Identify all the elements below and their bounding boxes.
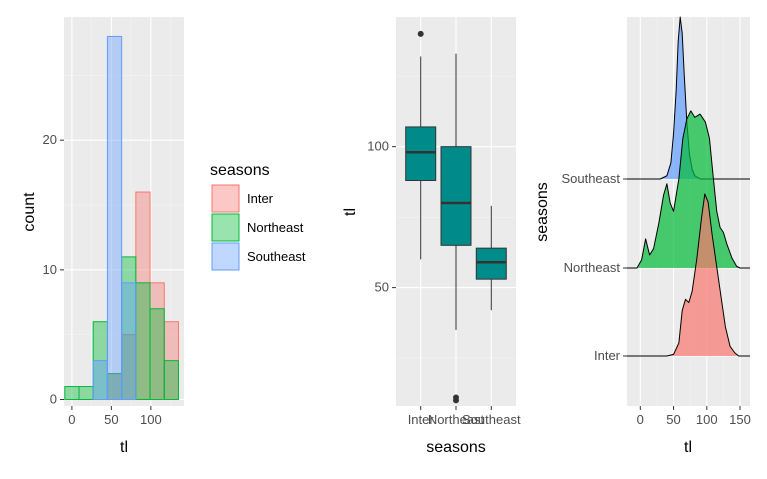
legend-label-inter: Inter (247, 191, 274, 206)
box-northeast (440, 146, 472, 246)
y-tick-label: Inter (594, 348, 621, 363)
outlier-inter (417, 30, 424, 37)
histogram-bar-northeast (135, 282, 151, 401)
x-tick-label: 50 (104, 412, 118, 427)
outlier-northeast (453, 394, 459, 401)
histogram-ticks: 0 50 100 0 10 20 (43, 132, 162, 427)
ridgeline-panel: 0 50 100 150 Inter Northeast Southeast tl seas… (534, 16, 751, 456)
legend-label-northeast: Northeast (247, 220, 304, 235)
boxplot-y-axis-title: tl (342, 208, 359, 216)
legend-label-southeast: Southeast (247, 249, 306, 264)
density-line-northeast (627, 110, 750, 269)
legend: seasons Inter Northeast Southeast (210, 162, 306, 271)
histogram-bar-northeast (163, 360, 179, 401)
x-tick-label: 0 (68, 412, 75, 427)
density-area-inter (627, 194, 750, 356)
legend-items: Inter Northeast Southeast (211, 184, 306, 271)
x-tick-label: Inter (408, 412, 435, 427)
density-line-inter (627, 193, 750, 357)
y-tick-label: 50 (375, 280, 389, 295)
y-tick-label: 0 (50, 392, 57, 407)
y-tick-label: 100 (367, 139, 389, 154)
histogram-x-axis-title: tl (120, 439, 128, 456)
legend-key-inter (211, 184, 240, 213)
ridgeline-x-axis-title: tl (684, 439, 692, 456)
boxplot-marks (405, 30, 507, 404)
legend-key-northeast (211, 213, 240, 242)
histogram-bars (64, 35, 179, 401)
legend-key-southeast (211, 242, 240, 271)
y-tick-label: Northeast (564, 260, 621, 275)
x-tick-label: 100 (140, 412, 162, 427)
y-tick-label: 10 (43, 262, 57, 277)
x-tick-label: 0 (637, 412, 644, 427)
y-tick-label: Southeast (561, 171, 620, 186)
ridgeline-y-axis-title: seasons (534, 182, 551, 242)
x-tick-label: Southeast (462, 412, 521, 427)
x-tick-label: 150 (729, 412, 751, 427)
histogram-bar-northeast (149, 308, 165, 401)
legend-title: seasons (210, 162, 270, 179)
histogram-bar-northeast (78, 386, 94, 401)
histogram-bar-northeast (64, 386, 80, 401)
box-inter (405, 126, 437, 181)
histogram-bar-southeast (106, 35, 123, 401)
box-southeast (475, 247, 507, 280)
histogram-bar-southeast (92, 360, 108, 401)
x-tick-label: 100 (696, 412, 718, 427)
histogram-bar-southeast (121, 282, 137, 401)
histogram-y-axis-title: count (21, 192, 38, 232)
boxplot-x-axis-title: seasons (426, 439, 486, 456)
y-tick-label: 20 (43, 132, 57, 147)
x-tick-label: 50 (666, 412, 680, 427)
x-tick-label: Northeast (428, 412, 485, 427)
ridgeline-marks (627, 16, 750, 357)
histogram-panel: 0 50 100 0 10 20 tl count (21, 17, 184, 456)
ridgeline-ticks: 0 50 100 150 Inter Northeast Southeast (561, 171, 750, 427)
